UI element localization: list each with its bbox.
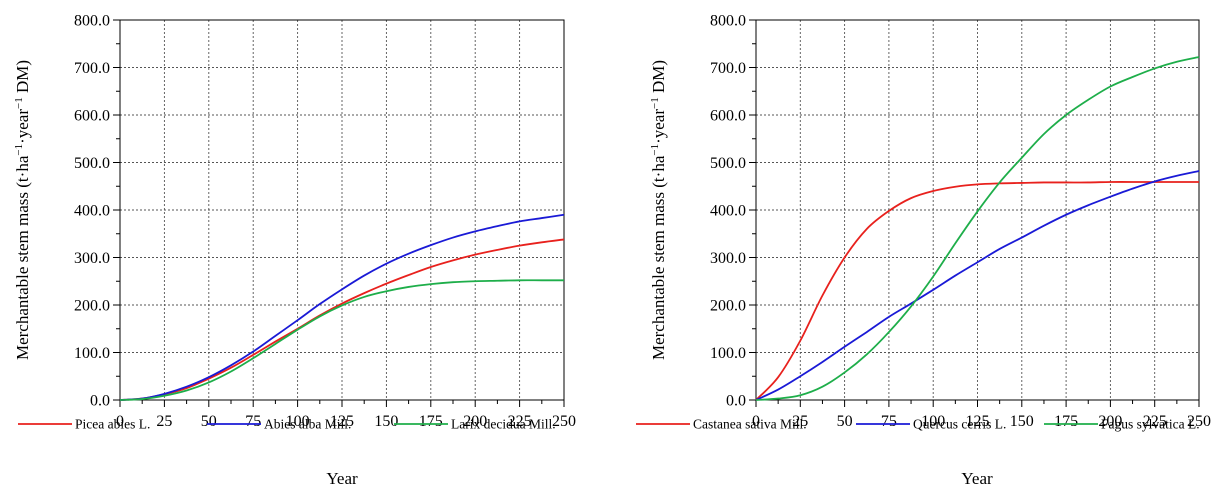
x-tick-label: 50 — [201, 413, 217, 430]
y-tick-label: 700.0 — [710, 60, 746, 77]
y-tick-label: 200.0 — [74, 298, 110, 315]
legend-label-2: Quercus cerris L. — [913, 417, 1006, 432]
chart-panel-1: 0 25 50 75 100 125 150 175 200 225 250 0.0 100.0 200.… — [13, 13, 576, 489]
y-axis-title-part: Merchantable stem mass (t·ha — [13, 155, 32, 360]
x-tick-label: 125 — [966, 413, 990, 430]
x-tick-label: 25 — [156, 413, 172, 430]
legend-label-3: Fagus sylvatica L. — [1101, 417, 1200, 432]
y-tick-label: 200.0 — [710, 298, 746, 315]
y-axis-title-part: ·year — [649, 109, 668, 144]
chart-panel-2: 0 25 50 75 100 125 150 175 200 225 250 0.0 100.0 200.… — [636, 13, 1211, 488]
series-line-3 — [119, 279, 564, 401]
y-tick-label: 800.0 — [74, 13, 110, 30]
x-tick-label: 225 — [1143, 413, 1167, 430]
y-axis-title: Merchantable stem mass (t·ha−1·year−1 DM… — [13, 60, 32, 360]
y-tick-label: 800.0 — [710, 13, 746, 30]
x-tick-label: 250 — [1187, 413, 1211, 430]
x-axis-title: Year — [961, 469, 993, 488]
legend: Castanea sativa Mill. Quercus cerris L. Fa… — [636, 417, 1200, 432]
legend-label-1: Picea abies L. — [75, 417, 150, 432]
y-axis-title-part: ·year — [13, 109, 32, 144]
y-axis-title-part: DM) — [649, 60, 668, 97]
x-tick-label: 100 — [921, 413, 945, 430]
y-axis-title-part: −1 — [13, 97, 25, 109]
y-tick-label: 600.0 — [74, 108, 110, 125]
x-axis-title: Year — [326, 469, 358, 488]
x-tick-label: 0 — [116, 413, 124, 430]
x-tick-label: 175 — [1054, 413, 1078, 430]
y-tick-label: 0.0 — [726, 393, 746, 410]
x-tick-label: 250 — [552, 413, 576, 430]
y-tick-label: 700.0 — [74, 60, 110, 77]
y-tick-label: 400.0 — [710, 203, 746, 220]
y-tick-label: 100.0 — [710, 345, 746, 362]
y-tick-label: 500.0 — [710, 155, 746, 172]
x-tick-label: 75 — [245, 413, 261, 430]
axis-ticks — [749, 19, 1200, 407]
y-tick-label: 400.0 — [74, 203, 110, 220]
y-tick-label: 0.0 — [90, 393, 110, 410]
y-tick-label: 300.0 — [710, 250, 746, 267]
x-tick-label: 100 — [286, 413, 310, 430]
x-tick-label: 150 — [1010, 413, 1034, 430]
legend-label-3: Larix decidua Mill. — [451, 417, 556, 432]
y-axis-title-part: Merchantable stem mass (t·ha — [649, 155, 668, 360]
y-axis-title: Merchantable stem mass (t·ha−1·year−1 DM… — [649, 60, 668, 360]
x-tick-label: 50 — [837, 413, 853, 430]
y-axis-title-part: −1 — [13, 144, 25, 156]
legend-label-2: Abies alba Mill. — [264, 417, 351, 432]
series-line-2 — [119, 213, 565, 401]
y-axis-title-part: −1 — [649, 97, 661, 109]
x-tick-label: 200 — [1098, 413, 1122, 430]
x-tick-label: 75 — [881, 413, 897, 430]
x-tick-label: 200 — [463, 413, 487, 430]
y-tick-label: 600.0 — [710, 108, 746, 125]
y-axis-title-part: DM) — [13, 60, 32, 97]
y-axis-title-part: −1 — [649, 144, 661, 156]
x-tick-label: 175 — [419, 413, 443, 430]
axis-ticks — [113, 19, 565, 407]
x-tick-label: 125 — [330, 413, 354, 430]
series-line-1 — [119, 238, 565, 401]
x-tick-label: 0 — [752, 413, 760, 430]
series-line-3 — [755, 56, 1200, 401]
series-line-2 — [755, 170, 1200, 401]
legend-label-1: Castanea sativa Mill. — [693, 417, 807, 432]
x-tick-label: 225 — [508, 413, 532, 430]
y-tick-label: 100.0 — [74, 345, 110, 362]
gridlines — [120, 19, 565, 400]
y-tick-label: 500.0 — [74, 155, 110, 172]
y-tick-label: 300.0 — [74, 250, 110, 267]
series-line-1 — [755, 181, 1199, 401]
x-tick-label: 150 — [374, 413, 398, 430]
legend: Picea abies L. Abies alba Mill. Larix deci… — [18, 417, 556, 432]
x-tick-label: 25 — [792, 413, 808, 430]
